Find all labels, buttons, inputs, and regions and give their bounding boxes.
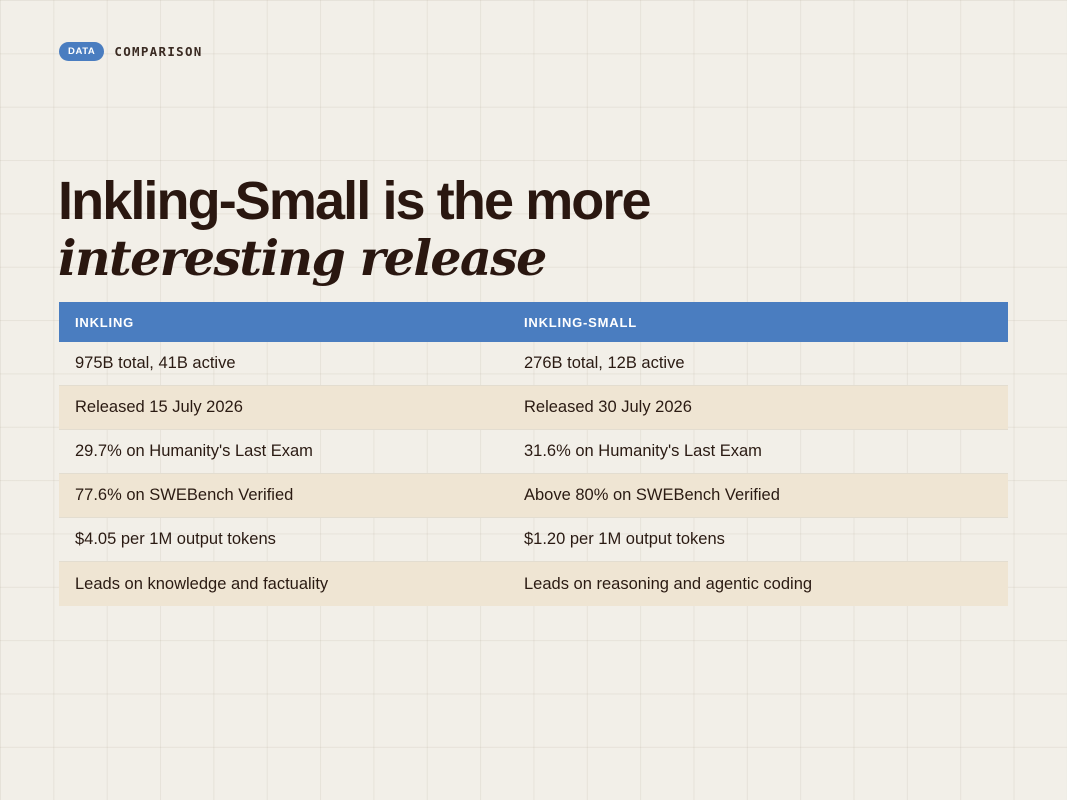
table-row: Released 15 July 2026 Released 30 July 2… [59,386,1008,430]
table-cell: 276B total, 12B active [524,354,685,372]
table-cell: 31.6% on Humanity's Last Exam [524,442,762,460]
table-cell: 975B total, 41B active [75,354,236,372]
table-row: 77.6% on SWEBench Verified Above 80% on … [59,474,1008,518]
slide-header: DATA COMPARISON [59,42,203,61]
table-cell: 29.7% on Humanity's Last Exam [75,442,313,460]
table-cell: Released 30 July 2026 [524,398,692,416]
title-line-2: interesting release [58,229,547,287]
table-cell: Above 80% on SWEBench Verified [524,486,780,504]
column-header-inkling-small: INKLING-SMALL [524,314,637,330]
data-badge: DATA [59,42,105,61]
table-row: $4.05 per 1M output tokens $1.20 per 1M … [59,518,1008,562]
table-row: 975B total, 41B active 276B total, 12B a… [59,342,1008,386]
table-cell: 77.6% on SWEBench Verified [75,486,294,504]
table-cell: Leads on knowledge and factuality [75,574,329,593]
table-header: INKLING INKLING-SMALL [59,302,1008,342]
comparison-table: INKLING INKLING-SMALL 975B total, 41B ac… [59,302,1008,606]
table-row: Leads on knowledge and factuality Leads … [59,562,1008,606]
table-cell: Released 15 July 2026 [75,398,243,416]
column-header-inkling: INKLING [75,314,135,330]
section-label: COMPARISON [114,44,203,59]
table-cell: $4.05 per 1M output tokens [75,530,276,548]
table-cell: $1.20 per 1M output tokens [524,530,725,548]
table-row: 29.7% on Humanity's Last Exam 31.6% on H… [59,430,1008,474]
slide-title: Inkling-Small is the more interesting re… [58,170,652,287]
table-cell: Leads on reasoning and agentic coding [524,574,813,593]
title-line-1: Inkling-Small is the more [58,171,652,231]
